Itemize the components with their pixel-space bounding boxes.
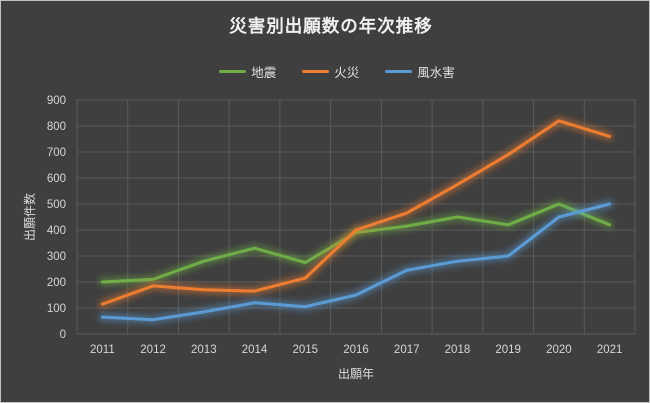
legend-item-0: 地震 [219,62,276,81]
y-tick-label: 800 [47,121,66,133]
x-tick-label: 2019 [495,344,521,356]
x-tick-label: 2017 [394,344,420,356]
series-line-1 [100,119,612,306]
legend-label: 地震 [251,66,277,80]
y-tick-label: 400 [47,225,66,237]
x-tick-label: 2011 [90,344,115,356]
y-axis-title: 出願件数 [22,193,37,241]
series-layer [98,116,614,324]
legend-swatch-icon [302,69,330,74]
y-tick-label: 300 [47,251,66,263]
tick-layer: 0 100 200 300 400 500 600 700 800 900 2011 2012 2013… [47,95,623,356]
x-tick-label: 2021 [597,344,623,356]
x-tick-label: 2018 [445,344,471,356]
y-tick-label: 900 [47,95,66,107]
legend: 地震 火災 風水害 [1,62,649,81]
x-axis-title: 出願年 [338,367,374,381]
y-tick-label: 100 [47,303,66,315]
legend-swatch-icon [385,69,413,74]
legend-item-1: 火災 [302,62,359,81]
x-tick-label: 2016 [343,344,369,356]
y-tick-label: 0 [60,329,66,341]
legend-item-2: 風水害 [385,62,455,81]
x-tick-label: 2015 [292,344,318,356]
y-tick-label: 200 [47,277,66,289]
x-tick-label: 2014 [242,344,268,356]
legend-label: 風水害 [417,66,455,80]
x-tick-label: 2013 [191,344,217,356]
series-line-2 [100,202,612,322]
chart-title: 災害別出願数の年次推移 [229,16,433,36]
y-tick-label: 600 [47,173,66,185]
x-tick-label: 2012 [140,344,166,356]
y-tick-label: 500 [47,199,66,211]
legend-label: 火災 [334,66,360,80]
x-tick-label: 2020 [546,344,572,356]
legend-swatch-icon [219,69,247,74]
y-tick-label: 700 [47,147,66,159]
